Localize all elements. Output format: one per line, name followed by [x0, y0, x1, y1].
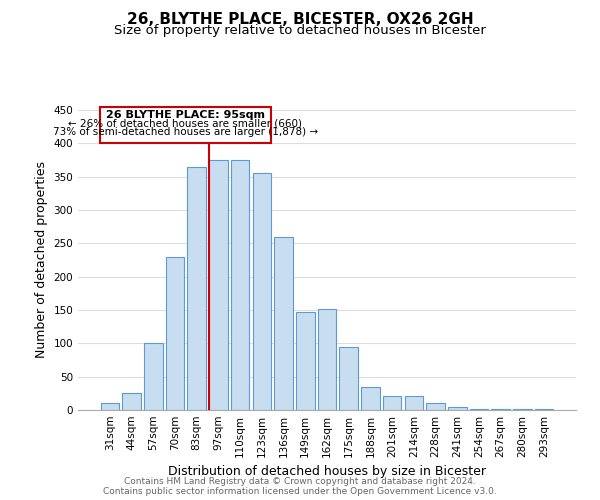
Bar: [122, 394, 141, 410]
Bar: [187, 166, 206, 410]
Bar: [361, 388, 380, 410]
Bar: [274, 236, 293, 410]
Bar: [448, 408, 467, 410]
Text: Size of property relative to detached houses in Bicester: Size of property relative to detached ho…: [114, 24, 486, 37]
Bar: [144, 344, 163, 410]
FancyBboxPatch shape: [100, 106, 271, 144]
Bar: [166, 256, 184, 410]
Text: 73% of semi-detached houses are larger (1,878) →: 73% of semi-detached houses are larger (…: [53, 127, 318, 137]
Text: Contains HM Land Registry data © Crown copyright and database right 2024.: Contains HM Land Registry data © Crown c…: [124, 476, 476, 486]
Bar: [253, 174, 271, 410]
Bar: [404, 396, 423, 410]
Bar: [318, 308, 336, 410]
Bar: [101, 404, 119, 410]
Bar: [427, 402, 445, 410]
Bar: [209, 160, 227, 410]
Text: Contains public sector information licensed under the Open Government Licence v3: Contains public sector information licen…: [103, 486, 497, 496]
Text: 26 BLYTHE PLACE: 95sqm: 26 BLYTHE PLACE: 95sqm: [106, 110, 265, 120]
Bar: [296, 312, 314, 410]
Bar: [383, 396, 401, 410]
Bar: [231, 160, 250, 410]
Bar: [491, 408, 510, 410]
X-axis label: Distribution of detached houses by size in Bicester: Distribution of detached houses by size …: [168, 466, 486, 478]
Bar: [470, 408, 488, 410]
Text: 26, BLYTHE PLACE, BICESTER, OX26 2GH: 26, BLYTHE PLACE, BICESTER, OX26 2GH: [127, 12, 473, 28]
Y-axis label: Number of detached properties: Number of detached properties: [35, 162, 48, 358]
Text: ← 26% of detached houses are smaller (660): ← 26% of detached houses are smaller (66…: [68, 118, 302, 128]
Bar: [340, 346, 358, 410]
